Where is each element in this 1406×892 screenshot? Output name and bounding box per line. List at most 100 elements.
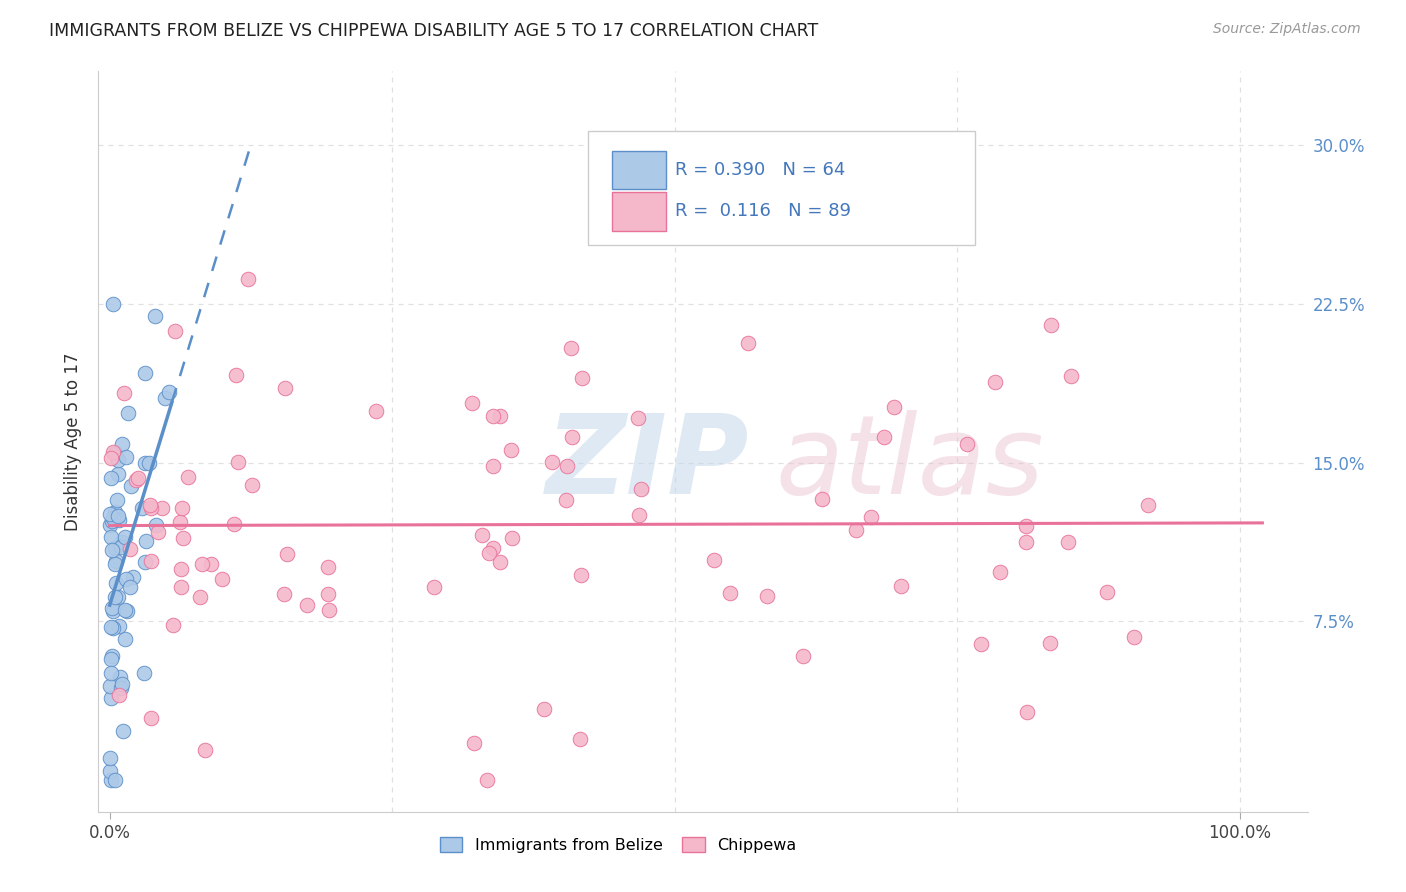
- Point: [100, 690, 122, 705]
- Point: [1039, 635, 1062, 649]
- Point: [104, 576, 127, 591]
- Point: [844, 523, 866, 537]
- Point: [100, 508, 122, 522]
- Point: [555, 458, 578, 473]
- Point: [737, 336, 759, 351]
- Point: [177, 470, 200, 484]
- Point: [101, 621, 124, 635]
- Point: [172, 531, 194, 545]
- Point: [107, 512, 129, 526]
- Point: [169, 515, 191, 529]
- Point: [478, 546, 501, 560]
- Point: [134, 366, 156, 380]
- Point: [108, 670, 131, 684]
- Point: [165, 324, 187, 338]
- Point: [134, 555, 156, 569]
- Point: [118, 541, 141, 556]
- Point: [630, 482, 652, 496]
- Point: [103, 511, 125, 525]
- Point: [501, 531, 523, 545]
- Point: [211, 572, 233, 586]
- Point: [571, 371, 593, 385]
- Point: [101, 600, 124, 615]
- Point: [718, 585, 741, 599]
- Point: [810, 492, 832, 507]
- Point: [170, 500, 193, 515]
- Point: [112, 385, 135, 400]
- Point: [170, 562, 193, 576]
- Point: [141, 711, 163, 725]
- Point: [225, 368, 247, 382]
- Point: [236, 272, 259, 286]
- Point: [970, 637, 993, 651]
- Point: [117, 407, 139, 421]
- Point: [481, 459, 503, 474]
- Point: [461, 395, 484, 409]
- Point: [1060, 368, 1083, 383]
- Point: [501, 442, 523, 457]
- Point: [1057, 535, 1080, 549]
- Point: [150, 501, 173, 516]
- Point: [120, 478, 142, 492]
- Point: [703, 553, 725, 567]
- Point: [110, 677, 132, 691]
- Point: [627, 411, 650, 425]
- Point: [423, 580, 446, 594]
- Point: [1015, 518, 1038, 533]
- Point: [200, 558, 222, 572]
- Point: [561, 430, 583, 444]
- Point: [872, 430, 894, 444]
- Point: [273, 587, 295, 601]
- Point: [104, 772, 127, 787]
- Point: [104, 505, 127, 519]
- Point: [488, 409, 510, 423]
- Point: [1123, 630, 1146, 644]
- Point: [100, 620, 122, 634]
- Point: [104, 557, 127, 571]
- Point: [194, 743, 217, 757]
- Point: [125, 474, 148, 488]
- Point: [139, 554, 162, 568]
- Point: [104, 541, 127, 556]
- Point: [463, 735, 485, 749]
- Point: [98, 679, 121, 693]
- Point: [988, 566, 1011, 580]
- Point: [488, 555, 510, 569]
- Point: [139, 501, 162, 516]
- Point: [297, 598, 319, 612]
- Point: [146, 524, 169, 539]
- Point: [111, 436, 134, 450]
- Text: R =  0.116   N = 89: R = 0.116 N = 89: [675, 202, 851, 220]
- Point: [100, 514, 122, 528]
- Point: [107, 509, 129, 524]
- Point: [276, 547, 298, 561]
- Text: atlas: atlas: [776, 410, 1045, 517]
- Point: [100, 471, 122, 485]
- Point: [482, 541, 505, 555]
- Point: [560, 342, 582, 356]
- Point: [112, 724, 135, 739]
- Point: [101, 543, 124, 558]
- Point: [1014, 535, 1036, 549]
- Point: [134, 456, 156, 470]
- Text: R = 0.390   N = 64: R = 0.390 N = 64: [675, 161, 845, 178]
- Point: [477, 772, 499, 787]
- Point: [104, 446, 127, 460]
- Point: [138, 456, 160, 470]
- Point: [983, 375, 1005, 389]
- Point: [155, 391, 177, 405]
- Point: [115, 450, 138, 464]
- Point: [108, 688, 131, 702]
- Point: [100, 772, 122, 787]
- Point: [240, 478, 263, 492]
- Point: [792, 649, 814, 664]
- Point: [100, 450, 122, 465]
- Point: [100, 751, 122, 765]
- Point: [755, 589, 778, 603]
- Text: ZIP: ZIP: [546, 410, 749, 517]
- Point: [104, 590, 127, 604]
- Point: [104, 554, 127, 568]
- Point: [115, 572, 138, 586]
- Point: [101, 649, 124, 664]
- Point: [121, 570, 143, 584]
